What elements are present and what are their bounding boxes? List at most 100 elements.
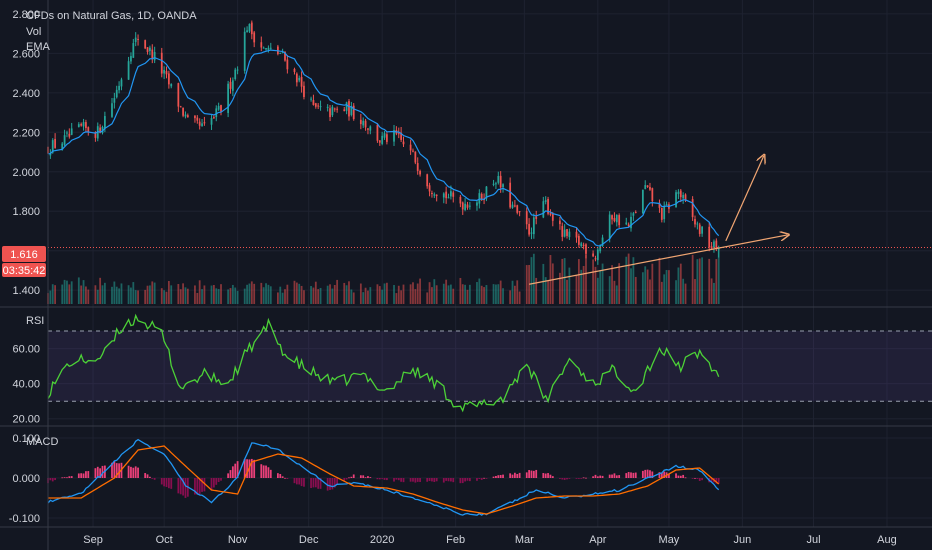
signal-line [48,445,720,515]
volume-bar [566,279,568,304]
volume-bar [613,280,616,304]
macd-histogram-bar [668,474,670,478]
arrow-drawing[interactable] [725,156,764,242]
macd-histogram-bar [435,478,438,482]
rsi-legend-label[interactable]: RSI [26,315,44,327]
volume-bar [115,286,118,304]
macd-histogram-bar [416,478,419,482]
volume-bar [49,290,52,304]
macd-histogram-bar [535,469,538,478]
volume-bar [113,281,116,304]
candle-body [544,200,547,202]
volume-bar [409,284,412,304]
volume-bar [485,285,488,304]
candle-body [625,222,628,225]
time-scale[interactable]: Sep Oct Nov Dec 2020 Feb Mar Apr May Jun Jul Aug [83,534,897,546]
macd-histogram-bar [213,478,215,488]
volume-bar [165,291,168,304]
candle-body [649,186,651,190]
macd-histogram-bar [414,478,417,483]
volume-bar [599,269,602,304]
macd-histogram-bar [577,478,580,479]
candle-body [613,217,616,222]
macd-histogram-bar [459,478,462,484]
drawings[interactable] [528,156,787,285]
volume-bar [618,263,621,304]
trendline-drawing[interactable] [528,235,787,285]
macd-histogram-bar [613,473,616,478]
macd-histogram-bar [196,478,199,495]
volume-bar [350,289,353,304]
time-tick-label: 2020 [370,534,394,546]
candle-body [428,185,431,192]
legend: CFDs on Natural Gas, 1D, OANDA Vol EMA R… [26,10,197,448]
volume-bar [101,285,104,304]
volume-bar [632,257,635,304]
volume-bar [227,289,230,304]
ema-legend-label[interactable]: EMA [26,41,51,53]
macd-histogram-bar [229,470,232,478]
candle-body [414,151,417,163]
volume-bar [103,282,106,304]
candle-body [262,47,265,49]
candle-body [641,189,644,214]
candle-body [381,135,384,144]
candle-body [151,49,154,60]
macd-histogram-bar [433,478,436,483]
volume-bar [68,284,71,304]
candle-body [210,118,213,125]
candle-body [582,244,585,246]
candle-body [559,220,561,225]
macd-histogram-bar [198,478,201,494]
volume-bar [679,263,682,304]
macd-histogram-bar [710,478,713,483]
macd-histogram-bar [431,478,433,482]
candle-body [260,42,263,48]
volume-bar [201,289,203,304]
macd-histogram-bar [265,465,267,478]
candle-body [51,140,54,153]
volume-bar [303,290,305,304]
macd-histogram-bar [466,478,469,481]
macd-histogram-bar [68,476,71,478]
volume-bar [293,280,296,304]
volume-legend-label[interactable]: Vol [26,26,41,38]
macd-histogram-bar [70,476,73,478]
volume-bar [94,285,97,304]
macd-legend-label[interactable]: MACD [26,436,58,448]
volume-bar [601,263,604,304]
candle-body [632,213,635,216]
macd-pane[interactable] [47,438,720,516]
macd-histogram-bar [530,470,533,478]
volume-bar [416,283,419,304]
candle-body [227,83,230,113]
macd-histogram-bar [663,471,666,478]
candle-body [615,214,618,223]
volume-bar [151,281,154,304]
candle-body [279,52,282,54]
price-pane[interactable] [47,20,932,265]
candle-body [397,133,400,135]
macd-histogram-bar [170,478,173,489]
macd-histogram-bar [644,469,647,478]
time-tick-label: Oct [156,534,173,546]
macd-histogram-bar [137,467,139,478]
volume-bar [376,284,379,304]
candle-body [70,128,73,135]
macd-histogram-bar [694,477,696,479]
time-tick-label: Jun [734,534,752,546]
candle-body [348,101,350,117]
candle-body [601,237,604,246]
macd-histogram-bar [696,478,699,479]
candle-body [265,48,267,50]
macd-histogram-bar [350,476,353,478]
volume-bar [478,278,481,304]
macd-histogram-bar [497,475,500,478]
rsi-pane[interactable] [47,313,932,413]
macd-histogram-bar [163,478,166,487]
macd-histogram-bar [476,478,478,481]
candle-body [499,175,502,188]
candle-body [660,207,663,220]
